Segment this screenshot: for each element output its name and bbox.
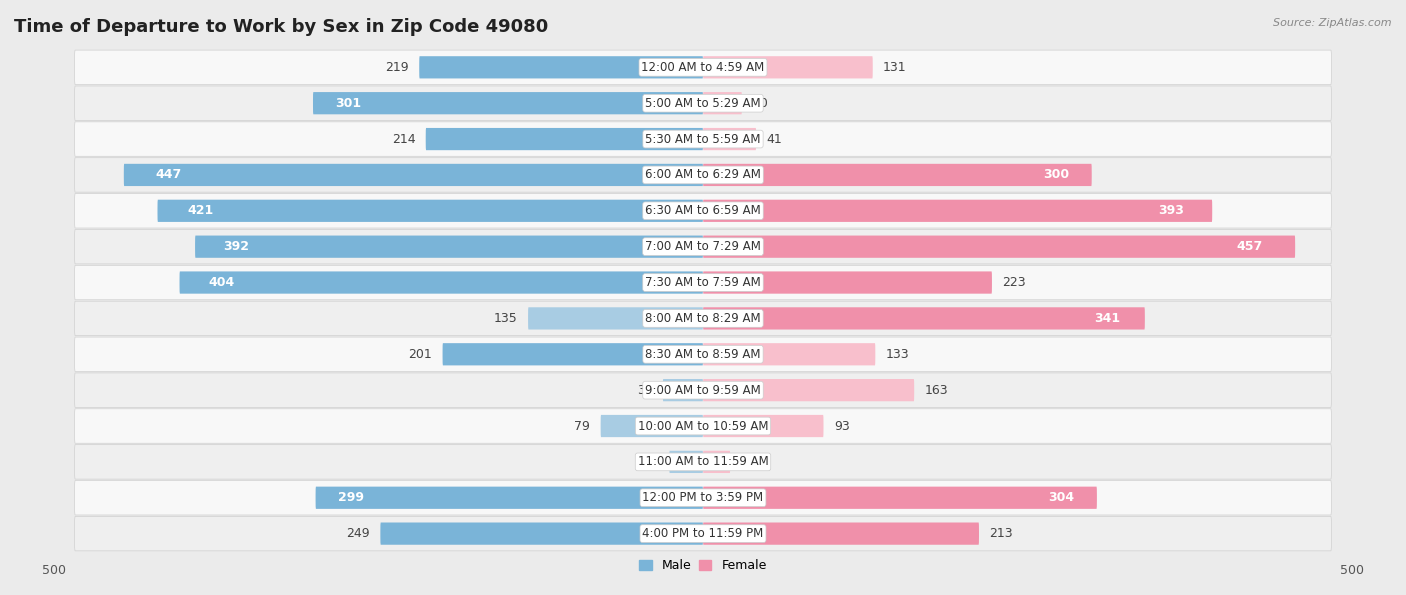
Text: 93: 93 [834,419,849,433]
Text: 6:00 AM to 6:29 AM: 6:00 AM to 6:29 AM [645,168,761,181]
Text: 219: 219 [385,61,409,74]
FancyBboxPatch shape [75,373,1331,408]
FancyBboxPatch shape [703,56,873,79]
FancyBboxPatch shape [662,379,703,401]
Text: 7:30 AM to 7:59 AM: 7:30 AM to 7:59 AM [645,276,761,289]
Text: 10:00 AM to 10:59 AM: 10:00 AM to 10:59 AM [638,419,768,433]
Text: 12:00 PM to 3:59 PM: 12:00 PM to 3:59 PM [643,491,763,504]
Text: 447: 447 [155,168,181,181]
FancyBboxPatch shape [75,230,1331,264]
Text: 249: 249 [346,527,370,540]
Text: 404: 404 [208,276,235,289]
FancyBboxPatch shape [703,522,979,545]
FancyBboxPatch shape [703,236,1295,258]
FancyBboxPatch shape [75,516,1331,551]
FancyBboxPatch shape [75,444,1331,479]
FancyBboxPatch shape [703,451,730,473]
Text: 41: 41 [766,133,782,146]
FancyBboxPatch shape [703,164,1091,186]
Text: 4:00 PM to 11:59 PM: 4:00 PM to 11:59 PM [643,527,763,540]
FancyBboxPatch shape [669,451,703,473]
FancyBboxPatch shape [703,92,742,114]
FancyBboxPatch shape [419,56,703,79]
Text: 500: 500 [1340,564,1364,577]
Text: 223: 223 [1002,276,1026,289]
Text: 5:00 AM to 5:29 AM: 5:00 AM to 5:29 AM [645,97,761,109]
FancyBboxPatch shape [75,122,1331,156]
Text: 201: 201 [409,348,432,361]
FancyBboxPatch shape [703,343,876,365]
FancyBboxPatch shape [75,301,1331,336]
FancyBboxPatch shape [529,307,703,330]
Text: Source: ZipAtlas.com: Source: ZipAtlas.com [1274,18,1392,28]
Text: 135: 135 [494,312,517,325]
Text: 133: 133 [886,348,910,361]
FancyBboxPatch shape [180,271,703,294]
FancyBboxPatch shape [600,415,703,437]
Text: 7:00 AM to 7:29 AM: 7:00 AM to 7:29 AM [645,240,761,253]
Text: 392: 392 [224,240,249,253]
Text: 8:00 AM to 8:29 AM: 8:00 AM to 8:29 AM [645,312,761,325]
Legend: Male, Female: Male, Female [634,555,772,577]
FancyBboxPatch shape [426,128,703,150]
Text: 21: 21 [741,455,756,468]
FancyBboxPatch shape [157,200,703,222]
Text: 6:30 AM to 6:59 AM: 6:30 AM to 6:59 AM [645,204,761,217]
Text: 500: 500 [42,564,66,577]
Text: 5:30 AM to 5:59 AM: 5:30 AM to 5:59 AM [645,133,761,146]
FancyBboxPatch shape [381,522,703,545]
FancyBboxPatch shape [75,50,1331,84]
FancyBboxPatch shape [75,337,1331,371]
Text: 300: 300 [1043,168,1070,181]
FancyBboxPatch shape [703,271,993,294]
Text: 341: 341 [1094,312,1121,325]
Text: 299: 299 [337,491,364,504]
FancyBboxPatch shape [703,307,1144,330]
Text: 213: 213 [990,527,1012,540]
Text: 9:00 AM to 9:59 AM: 9:00 AM to 9:59 AM [645,384,761,397]
FancyBboxPatch shape [703,487,1097,509]
Text: 163: 163 [925,384,948,397]
Text: 30: 30 [752,97,768,109]
FancyBboxPatch shape [75,481,1331,515]
FancyBboxPatch shape [703,415,824,437]
Text: 79: 79 [575,419,591,433]
Text: 12:00 AM to 4:59 AM: 12:00 AM to 4:59 AM [641,61,765,74]
FancyBboxPatch shape [124,164,703,186]
FancyBboxPatch shape [703,379,914,401]
Text: 131: 131 [883,61,907,74]
FancyBboxPatch shape [703,128,756,150]
Text: 301: 301 [335,97,361,109]
Text: 11:00 AM to 11:59 AM: 11:00 AM to 11:59 AM [638,455,768,468]
Text: 214: 214 [392,133,415,146]
FancyBboxPatch shape [75,193,1331,228]
Text: 26: 26 [643,455,659,468]
FancyBboxPatch shape [443,343,703,365]
FancyBboxPatch shape [195,236,703,258]
Text: 8:30 AM to 8:59 AM: 8:30 AM to 8:59 AM [645,348,761,361]
Text: 304: 304 [1049,491,1074,504]
FancyBboxPatch shape [315,487,703,509]
FancyBboxPatch shape [75,409,1331,443]
Text: 31: 31 [637,384,652,397]
FancyBboxPatch shape [75,265,1331,300]
FancyBboxPatch shape [75,158,1331,192]
Text: 393: 393 [1159,204,1184,217]
FancyBboxPatch shape [703,200,1212,222]
FancyBboxPatch shape [314,92,703,114]
FancyBboxPatch shape [75,86,1331,120]
Text: 421: 421 [187,204,214,217]
Text: Time of Departure to Work by Sex in Zip Code 49080: Time of Departure to Work by Sex in Zip … [14,18,548,36]
Text: 457: 457 [1237,240,1263,253]
